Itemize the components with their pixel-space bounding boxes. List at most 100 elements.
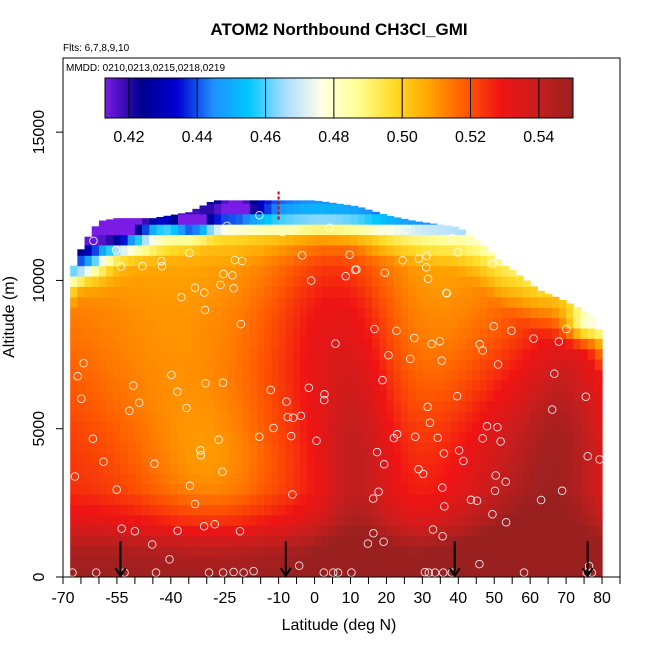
heatmap-cell — [364, 421, 373, 433]
heatmap-cell — [106, 307, 114, 319]
heatmap-cell — [242, 338, 251, 350]
heatmap-cell — [587, 410, 596, 422]
heatmap-cell — [249, 514, 258, 526]
heatmap-cell — [206, 296, 215, 308]
heatmap-cell — [77, 421, 86, 433]
heatmap-cell — [156, 452, 165, 464]
heatmap-cell — [522, 431, 531, 443]
heatmap-cell — [350, 265, 359, 277]
heatmap-cell — [177, 452, 186, 464]
heatmap-cell — [257, 348, 265, 360]
colorbar-swatch — [391, 78, 396, 118]
heatmap-cell — [357, 390, 366, 402]
heatmap-cell — [228, 535, 237, 547]
heatmap-cell — [364, 244, 373, 256]
observation-point — [173, 526, 182, 535]
heatmap-cell — [415, 504, 423, 516]
heatmap-cell — [106, 286, 114, 298]
colorbar-swatch — [248, 78, 252, 118]
heatmap-cell — [257, 379, 265, 391]
heatmap-cell — [494, 338, 503, 350]
heatmap-cell — [142, 317, 150, 329]
heatmap-cell — [429, 369, 438, 381]
heatmap-cell — [443, 545, 452, 557]
heatmap-cell — [213, 410, 222, 422]
heatmap-cell — [278, 462, 287, 474]
heatmap-cell — [415, 369, 423, 381]
heatmap-cell — [249, 200, 258, 204]
heatmap-cell — [307, 224, 316, 236]
heatmap-cell — [400, 307, 409, 319]
observation-point — [237, 256, 247, 266]
heatmap-cell — [98, 535, 107, 547]
heatmap-cell — [364, 286, 373, 298]
heatmap-cell — [84, 514, 93, 526]
observation-point — [379, 537, 388, 546]
heatmap-cell — [285, 473, 294, 485]
heatmap-cell — [314, 556, 323, 568]
heatmap-cell — [566, 410, 574, 422]
heatmap-cell — [573, 493, 582, 505]
colorbar-swatch — [523, 78, 527, 118]
heatmap-cell — [98, 566, 107, 577]
heatmap-cell — [192, 400, 201, 412]
heatmap-cell — [580, 359, 589, 370]
heatmap-cell — [515, 462, 524, 474]
heatmap-cell — [436, 473, 445, 485]
heatmap-cell — [458, 348, 467, 360]
heatmap-cell — [235, 556, 244, 568]
heatmap-cell — [177, 275, 186, 287]
heatmap-cell — [120, 234, 129, 246]
colorbar-swatch — [224, 78, 229, 118]
heatmap-cell — [508, 379, 517, 391]
heatmap-cell — [278, 379, 287, 391]
heatmap-cell — [300, 483, 308, 495]
heatmap-cell — [429, 379, 438, 391]
heatmap-cell — [429, 504, 438, 516]
heatmap-cell — [170, 286, 179, 298]
observation-point — [428, 525, 438, 534]
heatmap-cell — [307, 244, 316, 256]
heatmap-cell — [415, 379, 423, 391]
observation-point — [347, 568, 356, 577]
heatmap-cell — [422, 369, 431, 381]
colorbar-swatch — [546, 78, 551, 118]
heatmap-cell — [120, 390, 129, 402]
heatmap-cell — [264, 338, 273, 350]
heatmap-cell — [156, 400, 165, 412]
heatmap-cell — [472, 410, 481, 422]
heatmap-cell — [537, 462, 546, 474]
heatmap-cell — [443, 514, 452, 526]
heatmap-cell — [587, 316, 596, 319]
heatmap-cell — [98, 265, 107, 277]
heatmap-cell — [235, 296, 244, 308]
heatmap-cell — [372, 442, 380, 454]
heatmap-cell — [170, 421, 179, 433]
heatmap-cell — [487, 442, 495, 454]
heatmap-cell — [573, 452, 582, 464]
heatmap-cell — [91, 226, 100, 236]
heatmap-cell — [235, 566, 244, 577]
heatmap-cell — [185, 442, 193, 454]
heatmap-cell — [422, 514, 431, 526]
heatmap-cell — [221, 452, 229, 464]
heatmap-cell — [149, 493, 158, 505]
heatmap-cell — [400, 218, 409, 225]
heatmap-cell — [70, 473, 78, 485]
heatmap-cell — [343, 255, 352, 267]
heatmap-cell — [379, 410, 388, 422]
heatmap-cell — [544, 442, 553, 454]
y-tick-label: 0 — [31, 572, 48, 581]
heatmap-cell — [285, 348, 294, 360]
heatmap-cell — [149, 400, 158, 412]
heatmap-cell — [213, 483, 222, 495]
heatmap-cell — [558, 369, 567, 381]
heatmap-cell — [185, 286, 193, 298]
heatmap-cell — [106, 525, 114, 537]
heatmap-cell — [242, 359, 251, 370]
heatmap-cell — [501, 421, 510, 433]
heatmap-cell — [458, 483, 467, 495]
heatmap-cell — [213, 203, 222, 215]
heatmap-cell — [544, 348, 553, 360]
heatmap-cell — [113, 452, 122, 464]
